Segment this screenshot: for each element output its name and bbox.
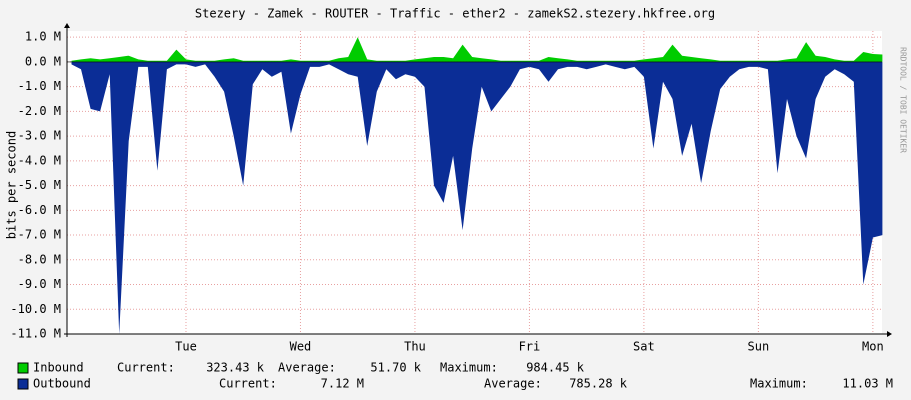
x-tick-label: Thu (404, 340, 426, 354)
watermark: RRDTOOL / TOBI OETIKER (899, 47, 908, 153)
y-tick-label: -9.0 M (18, 277, 61, 291)
x-tick-label: Sat (633, 340, 655, 354)
area (71, 37, 883, 62)
y-tick-label: -8.0 M (18, 252, 61, 266)
x-tick-label: Tue (175, 340, 197, 354)
legend-stat-label: Average: (484, 377, 542, 391)
area (71, 61, 883, 334)
x-tick-label: Sun (748, 340, 770, 354)
legend-stat-label: Average: (278, 361, 336, 375)
y-tick-label: 1.0 M (25, 30, 61, 44)
legend-stat-value: 785.28 k (569, 377, 628, 391)
chart-title: Stezery - Zamek - ROUTER - Traffic - eth… (195, 7, 715, 21)
y-tick-label: -7.0 M (18, 228, 61, 242)
y-tick-label: -3.0 M (18, 129, 61, 143)
legend-stat-value: 984.45 k (526, 361, 585, 375)
x-tick-label: Fri (519, 340, 541, 354)
legend-stat-label: Maximum: (750, 377, 808, 391)
legend-stat-label: Current: (219, 377, 277, 391)
legend-stat-label: Current: (117, 361, 175, 375)
x-axis-arrow (887, 331, 892, 337)
y-tick-label: -4.0 M (18, 153, 61, 167)
x-tick-label: Wed (290, 340, 312, 354)
y-tick-label: -6.0 M (18, 203, 61, 217)
y-tick-label: -10.0 M (10, 302, 61, 316)
legend-stat-value: 51.70 k (370, 361, 421, 375)
legend-swatch (17, 378, 29, 390)
legend-label: Outbound (33, 377, 91, 391)
y-axis-arrow (64, 23, 70, 28)
y-tick-label: -1.0 M (18, 79, 61, 93)
legend-stat-value: 11.03 M (842, 377, 893, 391)
y-tick-label: -5.0 M (18, 178, 61, 192)
x-tick-label: Mon (862, 340, 884, 354)
legend-stat-value: 323.43 k (206, 361, 265, 375)
y-tick-label: -11.0 M (10, 327, 61, 341)
legend-stat-label: Maximum: (440, 361, 498, 375)
legend-swatch (17, 362, 29, 374)
legend-stat-value: 7.12 M (321, 377, 364, 391)
legend-label: Inbound (33, 361, 84, 375)
y-tick-label: -2.0 M (18, 104, 61, 118)
y-axis-label: bits per second (5, 131, 19, 239)
y-tick-label: 0.0 M (25, 54, 61, 68)
